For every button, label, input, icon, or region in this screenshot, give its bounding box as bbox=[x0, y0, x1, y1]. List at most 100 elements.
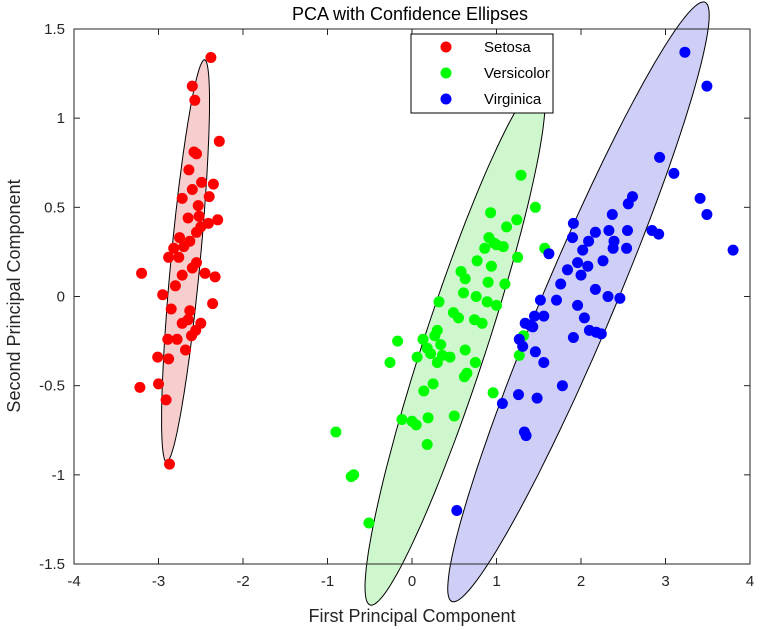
point-virginica bbox=[694, 192, 706, 204]
point-virginica bbox=[520, 430, 532, 442]
point-setosa bbox=[186, 262, 198, 274]
point-virginica bbox=[551, 294, 562, 306]
point-versicolor bbox=[481, 296, 493, 308]
point-virginica bbox=[621, 242, 633, 254]
point-virginica bbox=[529, 346, 541, 358]
x-tick-label: 2 bbox=[577, 573, 585, 590]
point-versicolor bbox=[491, 299, 502, 311]
point-versicolor bbox=[499, 278, 511, 290]
y-tick-label: -0.5 bbox=[39, 378, 65, 395]
point-setosa bbox=[165, 303, 177, 315]
point-setosa bbox=[207, 178, 219, 190]
point-setosa bbox=[186, 80, 198, 92]
point-virginica bbox=[597, 255, 609, 267]
point-setosa bbox=[176, 317, 188, 329]
y-axis-label: Second Principal Component bbox=[4, 179, 24, 412]
point-versicolor bbox=[470, 291, 482, 302]
point-virginica bbox=[603, 225, 615, 236]
x-tick-label: 4 bbox=[746, 573, 754, 590]
y-tick-label: 1 bbox=[57, 110, 65, 127]
point-versicolor bbox=[410, 419, 422, 431]
point-setosa bbox=[153, 378, 164, 390]
point-virginica bbox=[513, 389, 524, 401]
x-tick-label: -1 bbox=[321, 573, 334, 590]
x-axis-label: First Principal Component bbox=[308, 606, 515, 626]
point-setosa bbox=[164, 458, 175, 470]
point-setosa bbox=[180, 344, 191, 356]
x-tick-label: -3 bbox=[152, 573, 165, 590]
point-versicolor bbox=[458, 287, 469, 299]
point-virginica bbox=[701, 80, 713, 92]
point-virginica bbox=[614, 292, 626, 304]
point-versicolor bbox=[384, 357, 396, 368]
legend-marker-versicolor bbox=[440, 67, 452, 79]
point-setosa bbox=[189, 94, 201, 106]
point-versicolor bbox=[418, 385, 430, 397]
point-virginica bbox=[607, 242, 619, 254]
point-virginica bbox=[602, 291, 614, 302]
point-versicolor bbox=[501, 221, 513, 233]
point-versicolor bbox=[485, 207, 497, 219]
point-virginica bbox=[606, 209, 618, 220]
y-tick-label: -1 bbox=[52, 467, 65, 484]
point-versicolor bbox=[485, 260, 497, 272]
point-virginica bbox=[727, 244, 739, 256]
point-setosa bbox=[186, 184, 198, 195]
point-versicolor bbox=[363, 517, 375, 529]
point-versicolor bbox=[429, 330, 441, 342]
point-virginica bbox=[538, 357, 550, 368]
x-tick-label: 1 bbox=[492, 573, 500, 590]
point-setosa bbox=[192, 200, 204, 212]
point-setosa bbox=[184, 305, 196, 317]
point-virginica bbox=[543, 248, 555, 260]
point-versicolor bbox=[345, 471, 357, 483]
chart-title: PCA with Confidence Ellipses bbox=[292, 4, 528, 24]
ellipse-versicolor bbox=[364, 83, 546, 606]
point-versicolor bbox=[458, 371, 470, 383]
point-versicolor bbox=[469, 357, 481, 368]
y-tick-label: 1.5 bbox=[44, 21, 65, 38]
point-virginica bbox=[589, 283, 601, 295]
point-versicolor bbox=[422, 412, 434, 424]
point-setosa bbox=[199, 267, 211, 279]
point-setosa bbox=[134, 381, 146, 393]
point-setosa bbox=[162, 333, 174, 345]
point-versicolor bbox=[479, 242, 491, 254]
point-setosa bbox=[178, 241, 190, 253]
point-versicolor bbox=[421, 439, 433, 450]
point-setosa bbox=[152, 351, 164, 363]
point-versicolor bbox=[411, 351, 423, 363]
point-setosa bbox=[176, 269, 188, 281]
legend: Setosa Versicolor Virginica bbox=[410, 33, 554, 114]
point-setosa bbox=[203, 191, 215, 203]
point-setosa bbox=[168, 242, 180, 254]
point-virginica bbox=[572, 257, 584, 269]
point-setosa bbox=[213, 135, 225, 147]
legend-label-virginica: Virginica bbox=[484, 91, 542, 108]
point-virginica bbox=[567, 232, 578, 244]
point-virginica bbox=[653, 228, 665, 240]
y-tick-label: 0.5 bbox=[44, 199, 65, 216]
points-layer bbox=[134, 46, 739, 529]
point-versicolor bbox=[513, 349, 525, 361]
point-virginica bbox=[575, 269, 587, 281]
point-setosa bbox=[163, 353, 175, 365]
x-tick-label: -4 bbox=[67, 573, 80, 590]
legend-marker-virginica bbox=[440, 93, 452, 105]
point-virginica bbox=[529, 310, 540, 322]
point-virginica bbox=[583, 235, 595, 247]
point-setosa bbox=[207, 298, 219, 310]
point-versicolor bbox=[330, 426, 342, 438]
y-tick-label: -1.5 bbox=[39, 556, 65, 573]
point-versicolor bbox=[396, 414, 408, 425]
point-setosa bbox=[160, 394, 172, 406]
point-virginica bbox=[595, 328, 607, 340]
point-setosa bbox=[196, 176, 208, 188]
point-setosa bbox=[212, 214, 224, 226]
legend-label-setosa: Setosa bbox=[484, 39, 531, 56]
legend-box bbox=[410, 33, 554, 114]
x-tick-label: 0 bbox=[408, 573, 416, 590]
point-virginica bbox=[577, 244, 589, 256]
point-setosa bbox=[174, 232, 186, 244]
